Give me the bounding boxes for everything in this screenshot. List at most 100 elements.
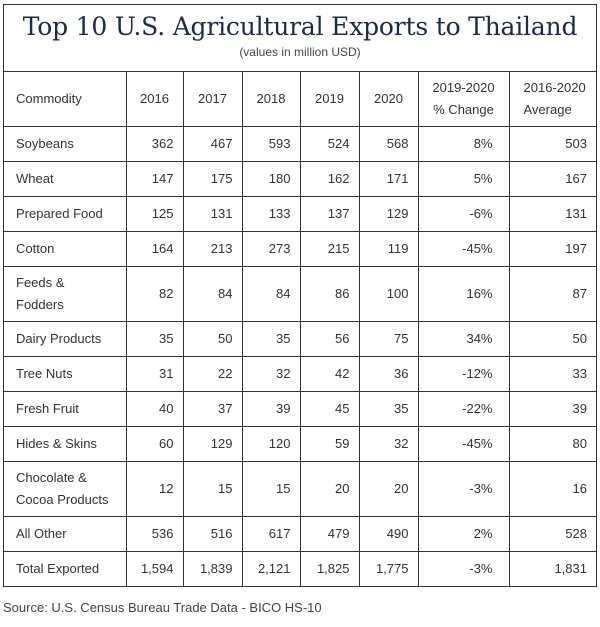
- value-cell: 50: [182, 321, 243, 357]
- value-cell: 35: [358, 391, 419, 427]
- pct-change-cell: 34%: [417, 321, 510, 357]
- value-cell: 86: [299, 266, 360, 322]
- header-avg-line1: 2016-2020: [523, 80, 586, 95]
- pct-change-cell: 16%: [417, 266, 510, 322]
- pct-change-cell: -3%: [417, 461, 510, 517]
- average-cell: 33: [508, 356, 596, 392]
- header-average: 2016-2020 Average: [508, 72, 596, 127]
- value-cell: 133: [241, 196, 301, 232]
- commodity-cell: Chocolate & Cocoa Products: [4, 461, 127, 517]
- table-row: Fresh Fruit 40 37 39 45 35 -22% 39: [4, 391, 596, 427]
- value-cell: 137: [299, 196, 360, 232]
- value-cell: 1,775: [358, 551, 419, 586]
- table-row: Tree Nuts 31 22 32 42 36 -12% 33: [4, 356, 596, 392]
- value-cell: 35: [241, 321, 301, 357]
- value-cell: 84: [182, 266, 243, 322]
- pct-change-cell: -12%: [417, 356, 510, 392]
- commodity-cell: Soybeans: [4, 126, 127, 162]
- value-cell: 1,839: [182, 551, 243, 586]
- value-cell: 180: [241, 161, 301, 197]
- header-2016: 2016: [125, 72, 184, 127]
- value-cell: 524: [299, 126, 360, 162]
- average-cell: 197: [508, 231, 596, 267]
- commodity-name: All Other: [16, 526, 67, 541]
- commodity-cell: Prepared Food: [4, 196, 127, 232]
- value-cell: 32: [358, 426, 419, 462]
- commodity-name: Fresh Fruit: [16, 401, 79, 416]
- pct-change-cell: -45%: [417, 426, 510, 462]
- value-cell: 84: [241, 266, 301, 322]
- value-cell: 129: [182, 426, 243, 462]
- table-title: Top 10 U.S. Agricultural Exports to Thai…: [22, 12, 578, 41]
- value-cell: 1,825: [299, 551, 360, 586]
- value-cell: 362: [125, 126, 184, 162]
- commodity-name: Tree Nuts: [16, 366, 73, 381]
- value-cell: 37: [182, 391, 243, 427]
- value-cell: 15: [182, 461, 243, 517]
- commodity-name: Prepared Food: [16, 206, 103, 221]
- commodity-name: Hides & Skins: [16, 436, 97, 451]
- value-cell: 125: [125, 196, 184, 232]
- average-cell: 1,831: [508, 551, 596, 586]
- pct-change-cell: -6%: [417, 196, 510, 232]
- exports-table: Commodity 2016 2017 2018 2019 2020 2019-…: [4, 72, 596, 586]
- title-box: Top 10 U.S. Agricultural Exports to Thai…: [4, 5, 596, 72]
- value-cell: 20: [299, 461, 360, 517]
- commodity-cell: Wheat: [4, 161, 127, 197]
- value-cell: 15: [241, 461, 301, 517]
- source-note: Source: U.S. Census Bureau Trade Data - …: [3, 600, 322, 615]
- table-row: Prepared Food 125 131 133 137 129 -6% 131: [4, 196, 596, 232]
- header-pct-line1: 2019-2020: [432, 80, 495, 95]
- value-cell: 35: [125, 321, 184, 357]
- commodity-cell: Total Exported: [4, 551, 127, 586]
- value-cell: 60: [125, 426, 184, 462]
- value-cell: 75: [358, 321, 419, 357]
- average-cell: 87: [508, 266, 596, 322]
- value-cell: 147: [125, 161, 184, 197]
- table-row: Total Exported 1,594 1,839 2,121 1,825 1,775-…: [4, 551, 596, 586]
- commodity-name-line2: Cocoa Products: [16, 492, 109, 507]
- value-cell: 39: [241, 391, 301, 427]
- value-cell: 59: [299, 426, 360, 462]
- average-cell: 131: [508, 196, 596, 232]
- value-cell: 42: [299, 356, 360, 392]
- table-row: Cotton 164 213 273 215 119 -45% 197: [4, 231, 596, 267]
- value-cell: 20: [358, 461, 419, 517]
- pct-change-cell: -45%: [417, 231, 510, 267]
- table-row: Feeds & Fodders 82 84 84 86 100 16% 87: [4, 266, 596, 322]
- commodity-name: Chocolate &: [16, 470, 87, 485]
- header-row: Commodity 2016 2017 2018 2019 2020 2019-…: [4, 72, 596, 127]
- value-cell: 175: [182, 161, 243, 197]
- value-cell: 593: [241, 126, 301, 162]
- pct-change-cell: 2%: [417, 516, 510, 552]
- value-cell: 129: [358, 196, 419, 232]
- commodity-name: Total Exported: [16, 561, 100, 576]
- value-cell: 22: [182, 356, 243, 392]
- commodity-name: Dairy Products: [16, 331, 102, 346]
- value-cell: 490: [358, 516, 419, 552]
- header-2019: 2019: [299, 72, 360, 127]
- pct-change-cell: 5%: [417, 161, 510, 197]
- value-cell: 536: [125, 516, 184, 552]
- pct-change-cell: 8%: [417, 126, 510, 162]
- table-row: All Other 536 516 617 479 490 2% 528: [4, 516, 596, 552]
- value-cell: 467: [182, 126, 243, 162]
- value-cell: 568: [358, 126, 419, 162]
- value-cell: 82: [125, 266, 184, 322]
- table-subtitle: (values in million USD): [239, 45, 361, 59]
- average-cell: 167: [508, 161, 596, 197]
- value-cell: 45: [299, 391, 360, 427]
- average-cell: 50: [508, 321, 596, 357]
- value-cell: 12: [125, 461, 184, 517]
- header-avg-line2: Average: [523, 102, 572, 117]
- average-cell: 528: [508, 516, 596, 552]
- table-row: Wheat 147 175 180 162 171 5% 167: [4, 161, 596, 197]
- value-cell: 213: [182, 231, 243, 267]
- value-cell: 100: [358, 266, 419, 322]
- value-cell: 120: [241, 426, 301, 462]
- value-cell: 1,594: [125, 551, 184, 586]
- header-commodity: Commodity: [4, 72, 127, 127]
- header-pct-change: 2019-2020 % Change: [417, 72, 510, 127]
- value-cell: 40: [125, 391, 184, 427]
- export-table-frame: Top 10 U.S. Agricultural Exports to Thai…: [3, 4, 597, 587]
